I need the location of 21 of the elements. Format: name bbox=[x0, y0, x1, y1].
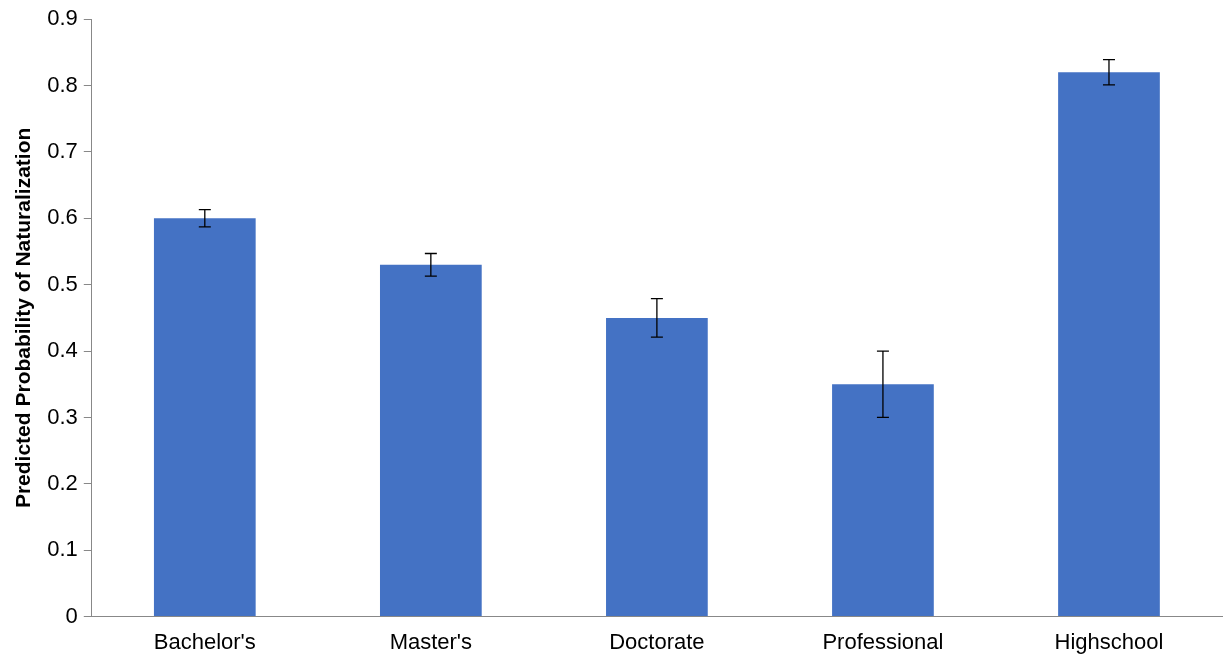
y-tick-label: 0.8 bbox=[47, 71, 78, 97]
y-tick-label: 0.2 bbox=[47, 469, 78, 495]
x-tick-label: Master's bbox=[389, 628, 473, 654]
y-tick-label: 0.1 bbox=[47, 536, 78, 562]
y-tick-label: 0 bbox=[65, 602, 78, 628]
y-tick-label: 0.7 bbox=[47, 138, 78, 164]
bar bbox=[1058, 72, 1160, 617]
x-tick-label: Doctorate bbox=[609, 628, 705, 654]
x-tick-label: Bachelor's bbox=[153, 628, 256, 654]
y-tick-label: 0.6 bbox=[47, 204, 78, 230]
x-tick-label: Highschool bbox=[1054, 628, 1164, 654]
x-tick-label: Professional bbox=[822, 628, 944, 654]
y-tick-label: 0.5 bbox=[47, 270, 78, 296]
bar bbox=[153, 218, 256, 617]
y-tick-label: 0.9 bbox=[47, 5, 78, 31]
y-tick-label: 0.3 bbox=[47, 403, 78, 429]
bar bbox=[606, 317, 708, 617]
bar bbox=[379, 264, 482, 617]
bar bbox=[832, 384, 934, 617]
y-axis-title: Predicted Probability of Naturalization bbox=[11, 127, 35, 509]
y-tick-label: 0.4 bbox=[47, 337, 78, 363]
